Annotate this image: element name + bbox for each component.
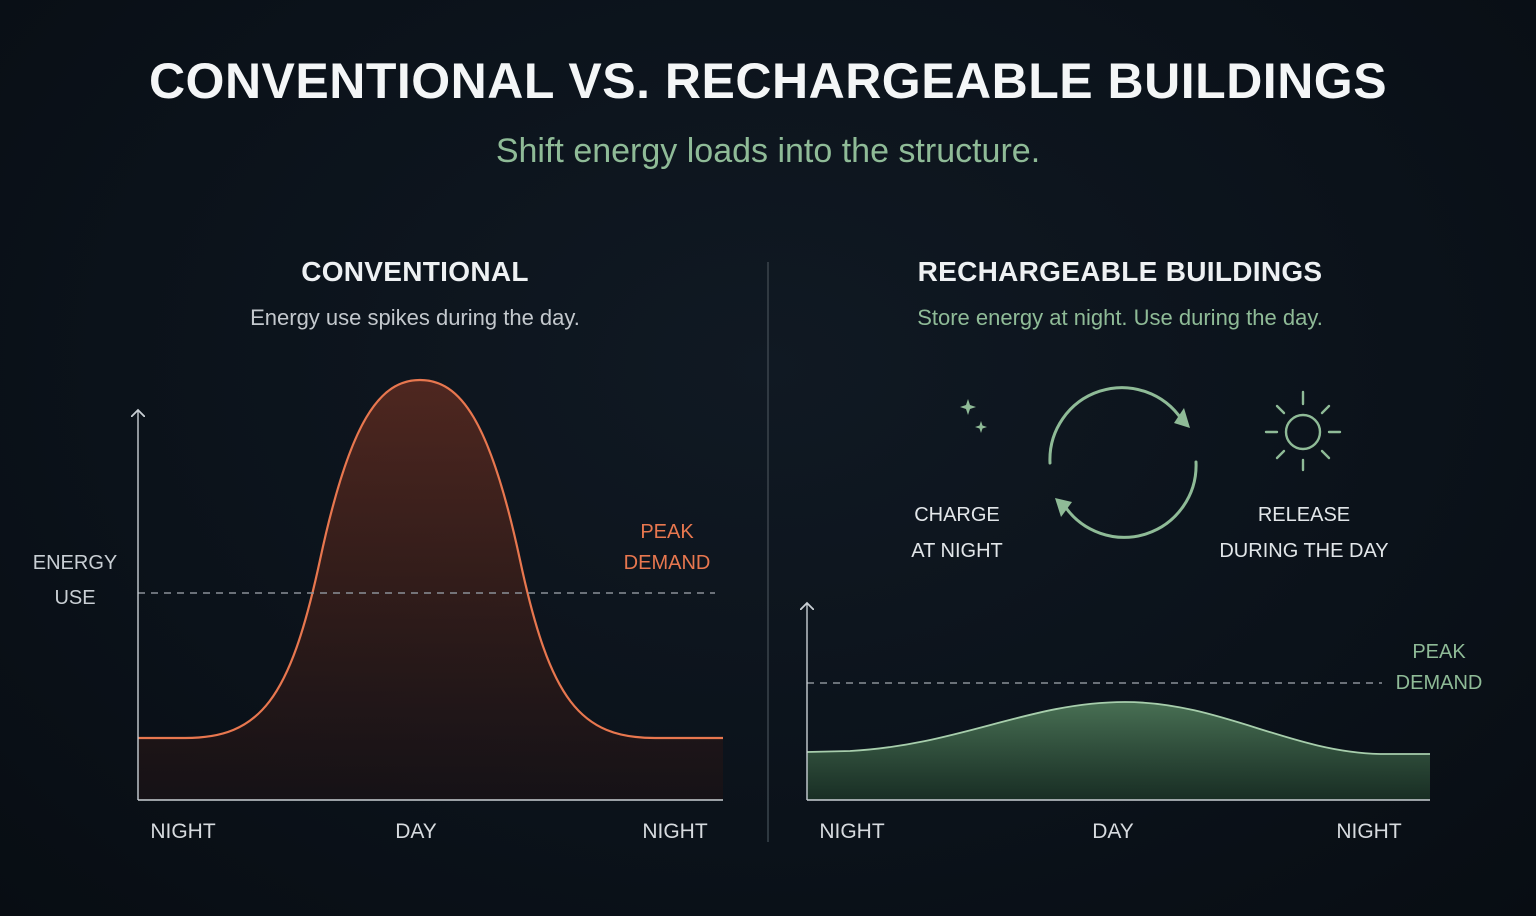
cycle-arrows-icon [1048, 386, 1198, 539]
peak-label-line2: DEMAND [1395, 672, 1483, 694]
rechargeable-x-label-night-end: NIGHT [1336, 820, 1402, 843]
rechargeable-curve [806, 701, 1430, 755]
charge-label-line1: CHARGE [914, 504, 1000, 526]
sun-icon [1264, 390, 1342, 472]
peak-label-line1: PEAK [640, 521, 694, 543]
release-label-line2: DURING THE DAY [1219, 540, 1389, 562]
moon-stars-icon [934, 398, 987, 459]
conventional-peak-label: PEAK DEMAND [607, 517, 727, 579]
conventional-curve [138, 378, 723, 740]
page-subtitle: Shift energy loads into the structure. [495, 132, 1041, 170]
conventional-x-label-day: DAY [395, 820, 437, 843]
rechargeable-x-label-night-start: NIGHT [819, 820, 885, 843]
conventional-x-label-night-start: NIGHT [150, 820, 216, 843]
peak-label-line1: PEAK [1412, 641, 1466, 663]
charge-label: CHARGE AT NIGHT [847, 497, 1067, 569]
release-label: RELEASE DURING THE DAY [1194, 497, 1414, 569]
y-axis-label-line1: ENERGY [32, 552, 118, 574]
page-title: CONVENTIONAL VS. RECHARGEABLE BUILDINGS [148, 53, 1388, 109]
rechargeable-description: Store energy at night. Use during the da… [917, 305, 1323, 330]
peak-label-line2: DEMAND [623, 552, 711, 574]
rechargeable-x-label-day: DAY [1092, 820, 1134, 843]
conventional-description: Energy use spikes during the day. [250, 305, 580, 330]
rechargeable-title: RECHARGEABLE BUILDINGS [917, 256, 1323, 287]
conventional-x-label-night-end: NIGHT [642, 820, 708, 843]
rechargeable-area [807, 702, 1430, 800]
rechargeable-peak-label: PEAK DEMAND [1379, 637, 1499, 699]
charge-label-line2: AT NIGHT [911, 540, 1003, 562]
conventional-area [138, 380, 723, 800]
release-label-line1: RELEASE [1257, 504, 1351, 526]
conventional-title: CONVENTIONAL [301, 256, 529, 287]
y-axis-label: ENERGY USE [20, 546, 130, 616]
y-axis-label-line2: USE [54, 587, 96, 609]
